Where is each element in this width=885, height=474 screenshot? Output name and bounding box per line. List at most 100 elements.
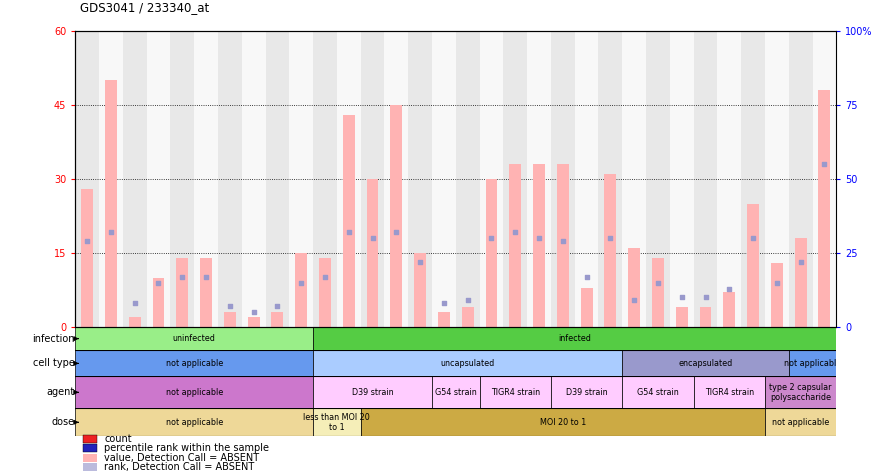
Bar [361, 408, 765, 437]
Bar [480, 376, 550, 408]
Bar [170, 31, 194, 327]
Text: cell type: cell type [33, 358, 74, 368]
Point [199, 273, 213, 281]
Bar [313, 408, 360, 437]
Point [80, 237, 94, 245]
Bar [676, 307, 688, 327]
Point [818, 160, 832, 168]
Text: dose: dose [51, 417, 74, 427]
Text: infected: infected [558, 334, 591, 343]
Bar [628, 248, 640, 327]
Bar [438, 312, 450, 327]
Bar [81, 189, 93, 327]
Text: less than MOI 20
to 1: less than MOI 20 to 1 [304, 412, 370, 432]
Bar [652, 258, 664, 327]
Bar [670, 31, 694, 327]
Bar [105, 80, 117, 327]
Text: encapsulated: encapsulated [679, 359, 733, 368]
Bar [765, 31, 789, 327]
Bar [723, 292, 735, 327]
Bar [789, 31, 812, 327]
Text: G54 strain: G54 strain [435, 388, 477, 397]
Bar [361, 31, 384, 327]
Point [580, 273, 594, 281]
Point [746, 234, 760, 242]
Bar [75, 408, 313, 437]
Bar [83, 445, 96, 452]
Bar [200, 258, 212, 327]
Bar [313, 350, 622, 376]
Point [794, 258, 808, 265]
Point [223, 302, 237, 310]
Text: TIGR4 strain: TIGR4 strain [704, 388, 754, 397]
Point [175, 273, 189, 281]
Point [460, 297, 474, 304]
Bar [765, 376, 836, 408]
Point [270, 302, 284, 310]
Bar [718, 31, 741, 327]
Text: D39 strain: D39 strain [566, 388, 607, 397]
Bar [694, 31, 718, 327]
Bar [313, 31, 337, 327]
Bar [75, 327, 313, 350]
Bar [604, 174, 616, 327]
Bar [75, 31, 99, 327]
Bar [83, 435, 96, 443]
Bar [432, 376, 480, 408]
Text: uncapsulated: uncapsulated [441, 359, 495, 368]
Text: percentile rank within the sample: percentile rank within the sample [104, 443, 269, 453]
Text: agent: agent [47, 387, 74, 397]
Point [484, 234, 498, 242]
Point [366, 234, 380, 242]
Bar [152, 278, 165, 327]
Point [342, 228, 356, 236]
Point [389, 228, 404, 236]
Text: not applicable: not applicable [772, 418, 829, 427]
Point [722, 285, 736, 292]
Bar [747, 204, 759, 327]
Point [650, 279, 665, 286]
Bar [128, 317, 141, 327]
Text: value, Detection Call = ABSENT: value, Detection Call = ABSENT [104, 453, 259, 463]
Bar [176, 258, 189, 327]
Point [151, 279, 165, 286]
Bar [527, 31, 550, 327]
Bar [313, 376, 432, 408]
Bar [574, 31, 598, 327]
Bar [75, 376, 313, 408]
Bar [319, 258, 331, 327]
Point [437, 300, 451, 307]
Bar [509, 164, 521, 327]
Bar [789, 350, 836, 376]
Bar [557, 164, 569, 327]
Bar [242, 31, 266, 327]
Text: not applicable: not applicable [165, 359, 223, 368]
Bar [75, 350, 313, 376]
Bar [533, 164, 545, 327]
Bar [550, 31, 574, 327]
Bar [765, 408, 836, 437]
Point [698, 293, 712, 301]
Text: rank, Detection Call = ABSENT: rank, Detection Call = ABSENT [104, 462, 254, 472]
Point [127, 300, 142, 307]
Bar [622, 350, 789, 376]
Point [508, 228, 522, 236]
Bar [342, 115, 355, 327]
Text: count: count [104, 434, 132, 444]
Text: D39 strain: D39 strain [351, 388, 393, 397]
Bar [390, 105, 403, 327]
Bar [699, 307, 712, 327]
Point [627, 297, 642, 304]
Text: MOI 20 to 1: MOI 20 to 1 [540, 418, 586, 427]
Bar [408, 31, 432, 327]
Bar [812, 31, 836, 327]
Bar [313, 327, 836, 350]
Point [413, 258, 427, 265]
Point [104, 228, 118, 236]
Bar [248, 317, 259, 327]
Bar [581, 288, 593, 327]
Bar [550, 376, 622, 408]
Bar [456, 31, 480, 327]
Text: not applicable: not applicable [784, 359, 841, 368]
Bar [218, 31, 242, 327]
